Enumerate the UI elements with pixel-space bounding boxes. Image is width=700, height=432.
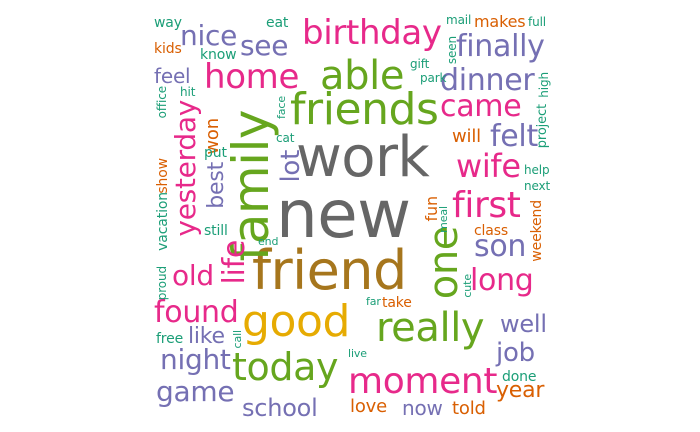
word-son: son xyxy=(474,229,527,264)
word-game: game xyxy=(156,375,235,408)
word-call: call xyxy=(231,330,244,349)
word-full: full xyxy=(528,15,547,29)
word-cat: cat xyxy=(276,131,295,145)
word-seen: seen xyxy=(445,36,459,65)
word-still: still xyxy=(204,223,228,239)
word-park: park xyxy=(420,71,447,85)
word-end: end xyxy=(258,235,279,248)
word-way: way xyxy=(154,15,182,31)
word-dinner: dinner xyxy=(440,63,535,98)
word-feel: feel xyxy=(154,64,191,88)
word-like: like xyxy=(188,324,225,349)
word-love: love xyxy=(350,396,388,417)
word-kids: kids xyxy=(154,41,182,57)
word-came: came xyxy=(440,89,522,124)
word-first: first xyxy=(452,185,521,226)
word-today: today xyxy=(232,345,339,389)
word-high: high xyxy=(537,72,551,98)
word-lot: lot xyxy=(276,150,306,183)
word-take: take xyxy=(382,295,412,311)
word-weekend: weekend xyxy=(529,200,545,262)
word-life: life xyxy=(217,240,252,285)
word-meal: meal xyxy=(437,206,450,233)
word-mail: mail xyxy=(446,13,472,27)
word-makes: makes xyxy=(474,12,526,31)
word-class: class xyxy=(474,223,509,239)
word-face: face xyxy=(275,96,288,119)
word-nice: nice xyxy=(180,19,238,52)
word-moment: moment xyxy=(348,361,498,402)
word-told: told xyxy=(452,398,486,419)
word-birthday: birthday xyxy=(302,13,442,53)
word-friends: friends xyxy=(290,84,439,135)
word-put: put xyxy=(204,145,227,161)
word-new: new xyxy=(276,176,411,253)
word-finally: finally xyxy=(456,29,545,64)
word-long: long xyxy=(470,263,534,298)
word-really: really xyxy=(376,305,485,351)
word-far: far xyxy=(366,295,381,308)
word-felt: felt xyxy=(490,119,538,154)
word-work: work xyxy=(296,125,430,190)
word-found: found xyxy=(154,295,239,330)
word-home: home xyxy=(204,57,300,97)
word-hit: hit xyxy=(180,85,196,99)
word-see: see xyxy=(240,29,289,62)
word-job: job xyxy=(496,338,535,368)
word-next: next xyxy=(524,179,551,193)
word-office: office xyxy=(155,86,169,119)
word-gift: gift xyxy=(410,57,430,71)
word-friend: friend xyxy=(252,239,407,302)
word-help: help xyxy=(524,163,550,177)
word-yesterday: yesterday xyxy=(169,100,202,237)
word-free: free xyxy=(156,331,184,347)
word-school: school xyxy=(242,394,318,422)
word-proud: proud xyxy=(155,266,169,301)
word-will: will xyxy=(452,126,482,147)
word-eat: eat xyxy=(266,15,289,31)
word-able: able xyxy=(320,53,405,99)
word-show: show xyxy=(155,158,171,194)
word-best: best xyxy=(204,162,229,209)
word-now: now xyxy=(402,396,443,420)
word-good: good xyxy=(242,296,350,347)
word-cute: cute xyxy=(461,274,474,298)
word-project: project xyxy=(535,104,550,149)
word-live: live xyxy=(348,347,367,360)
word-night: night xyxy=(160,343,231,376)
word-done: done xyxy=(502,369,537,385)
word-vacation: vacation xyxy=(155,192,171,251)
word-wife: wife xyxy=(456,147,521,185)
word-old: old xyxy=(172,259,214,292)
word-one: one xyxy=(421,226,467,300)
word-well: well xyxy=(500,310,547,338)
word-year: year xyxy=(496,378,545,403)
word-know: know xyxy=(200,47,237,63)
